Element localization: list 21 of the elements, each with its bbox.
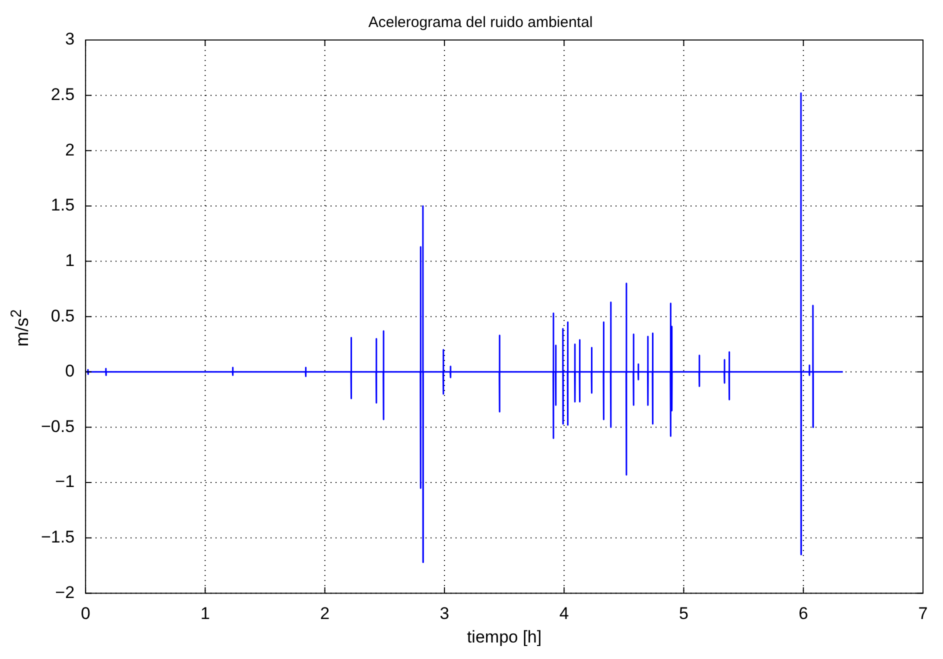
x-tick-label: 0 — [80, 604, 90, 624]
y-tick-label: 3 — [65, 30, 75, 49]
x-tick-label: 4 — [559, 604, 569, 624]
x-tick-label: 3 — [440, 604, 450, 624]
x-tick-label: 5 — [678, 604, 688, 624]
y-tick-label: −0.5 — [41, 416, 75, 436]
x-tick-label: 2 — [320, 604, 330, 624]
y-tick-label: 0.5 — [50, 306, 75, 326]
x-tick-label: 7 — [918, 604, 928, 624]
y-tick-label: −2 — [55, 582, 75, 602]
y-tick-label: 0 — [65, 362, 75, 381]
y-tick-label: 1 — [65, 250, 75, 270]
x-tick-label: 1 — [200, 604, 210, 624]
y-tick-label: −1.5 — [41, 528, 75, 547]
x-axis-title: tiempo [h] — [466, 627, 542, 646]
chart-title: Acelerograma del ruido ambiental — [368, 14, 593, 32]
y-tick-label: 2.5 — [50, 85, 75, 104]
y-tick-label: 1.5 — [50, 196, 75, 215]
x-tick-label: 6 — [798, 604, 808, 624]
y-tick-label: −1 — [55, 472, 75, 492]
y-tick-label: 2 — [65, 140, 75, 160]
